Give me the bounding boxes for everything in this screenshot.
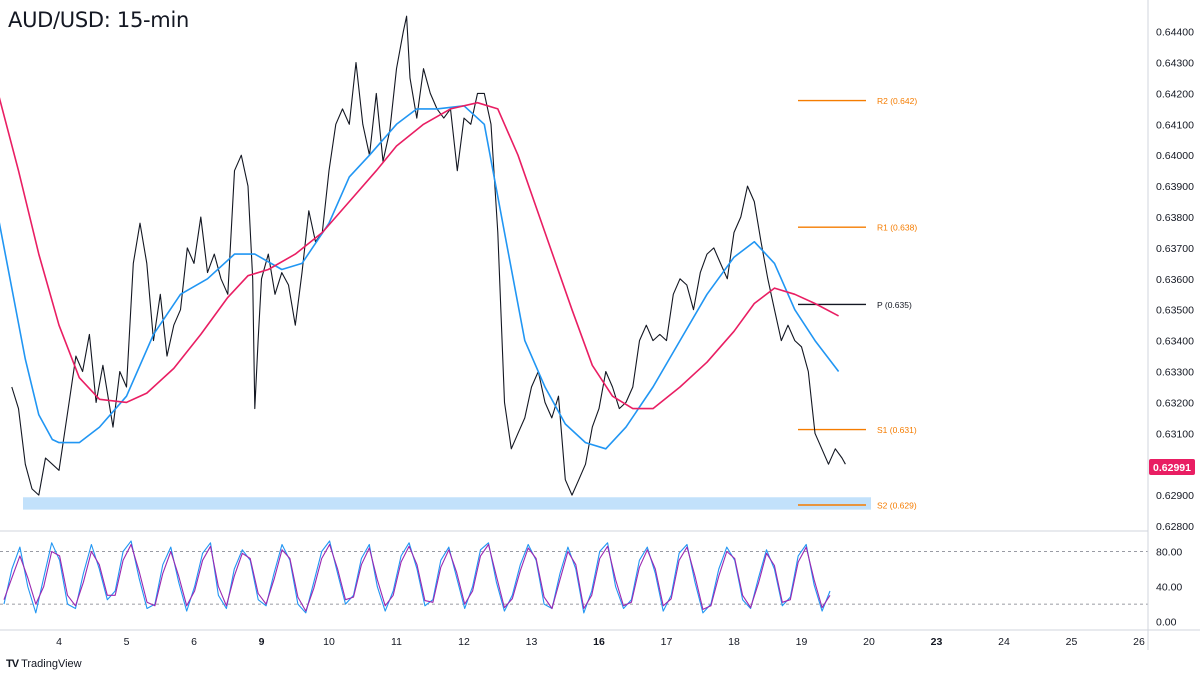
- y-tick-label: 0.64400: [1156, 27, 1194, 39]
- pivot-label: P (0.635): [877, 300, 912, 310]
- support-zone-layer: [23, 497, 871, 510]
- y-tick-label: 0.63200: [1156, 397, 1194, 409]
- oscillator-k: [3, 540, 831, 614]
- x-tick-label: 16: [593, 636, 605, 648]
- pivot-label: S1 (0.631): [877, 425, 917, 435]
- brand-label: TradingView: [21, 658, 82, 670]
- tradingview-logo-icon: TV: [6, 658, 19, 670]
- y-tick-label: 0.62800: [1156, 521, 1194, 533]
- x-tick-label: 25: [1066, 636, 1078, 648]
- axis-layer: 0.64400 0.64300 0.64200 0.64100 0.64000 0.639…: [0, 0, 1200, 650]
- current-price-label: 0.62991: [1153, 462, 1191, 474]
- oscillator-tick-label: 80.00: [1156, 547, 1182, 559]
- oscillator-tick-label: 0.00: [1156, 617, 1177, 629]
- oscillator-layer: [0, 540, 1148, 614]
- x-tick-label: 11: [391, 636, 402, 648]
- y-tick-label: 0.63100: [1156, 428, 1194, 440]
- chart-title: AUD/USD: 15-min: [8, 8, 190, 32]
- y-tick-label: 0.64100: [1156, 119, 1194, 131]
- x-tick-label: 26: [1133, 636, 1145, 648]
- x-tick-label: 10: [323, 636, 335, 648]
- x-tick-label: 20: [863, 636, 875, 648]
- x-tick-label: 18: [728, 636, 740, 648]
- oscillator-d: [3, 543, 831, 612]
- x-tick-label: 19: [796, 636, 808, 648]
- y-tick-label: 0.63400: [1156, 336, 1194, 348]
- x-tick-label: 13: [526, 636, 538, 648]
- oscillator-tick-label: 40.00: [1156, 582, 1182, 594]
- y-tick-label: 0.64200: [1156, 88, 1194, 100]
- x-tick-label: 23: [931, 636, 943, 648]
- y-tick-label: 0.63700: [1156, 243, 1194, 255]
- pivot-label: R2 (0.642): [877, 96, 917, 106]
- y-tick-label: 0.62900: [1156, 490, 1194, 502]
- y-tick-label: 0.64000: [1156, 150, 1194, 162]
- current-price-tag: [1149, 458, 1195, 475]
- series-price: [11, 15, 846, 496]
- y-tick-label: 0.63900: [1156, 181, 1194, 193]
- series-layer: [0, 15, 846, 496]
- y-tick-label: 0.63500: [1156, 305, 1194, 317]
- support-zone: [23, 497, 871, 510]
- brand: TV TradingView: [6, 658, 82, 670]
- x-tick-label: 12: [458, 636, 470, 648]
- pivot-layer: R2 (0.642) R1 (0.638) P (0.635) S1 (0.631) S…: [798, 96, 917, 510]
- series-ma_fast: [0, 105, 840, 450]
- x-tick-label: 5: [124, 636, 130, 648]
- x-tick-label: 4: [56, 636, 62, 648]
- x-tick-label: 24: [998, 636, 1010, 648]
- pivot-label: S2 (0.629): [877, 500, 917, 510]
- x-tick-label: 17: [661, 636, 673, 648]
- y-tick-label: 0.63300: [1156, 367, 1194, 379]
- x-tick-label: 6: [191, 636, 197, 648]
- y-tick-label: 0.64300: [1156, 58, 1194, 70]
- series-ma_slow: [0, 97, 839, 410]
- x-tick-label: 9: [259, 636, 265, 648]
- pivot-label: R1 (0.638): [877, 223, 917, 233]
- y-tick-label: 0.63600: [1156, 274, 1194, 286]
- y-tick-label: 0.63800: [1156, 212, 1194, 224]
